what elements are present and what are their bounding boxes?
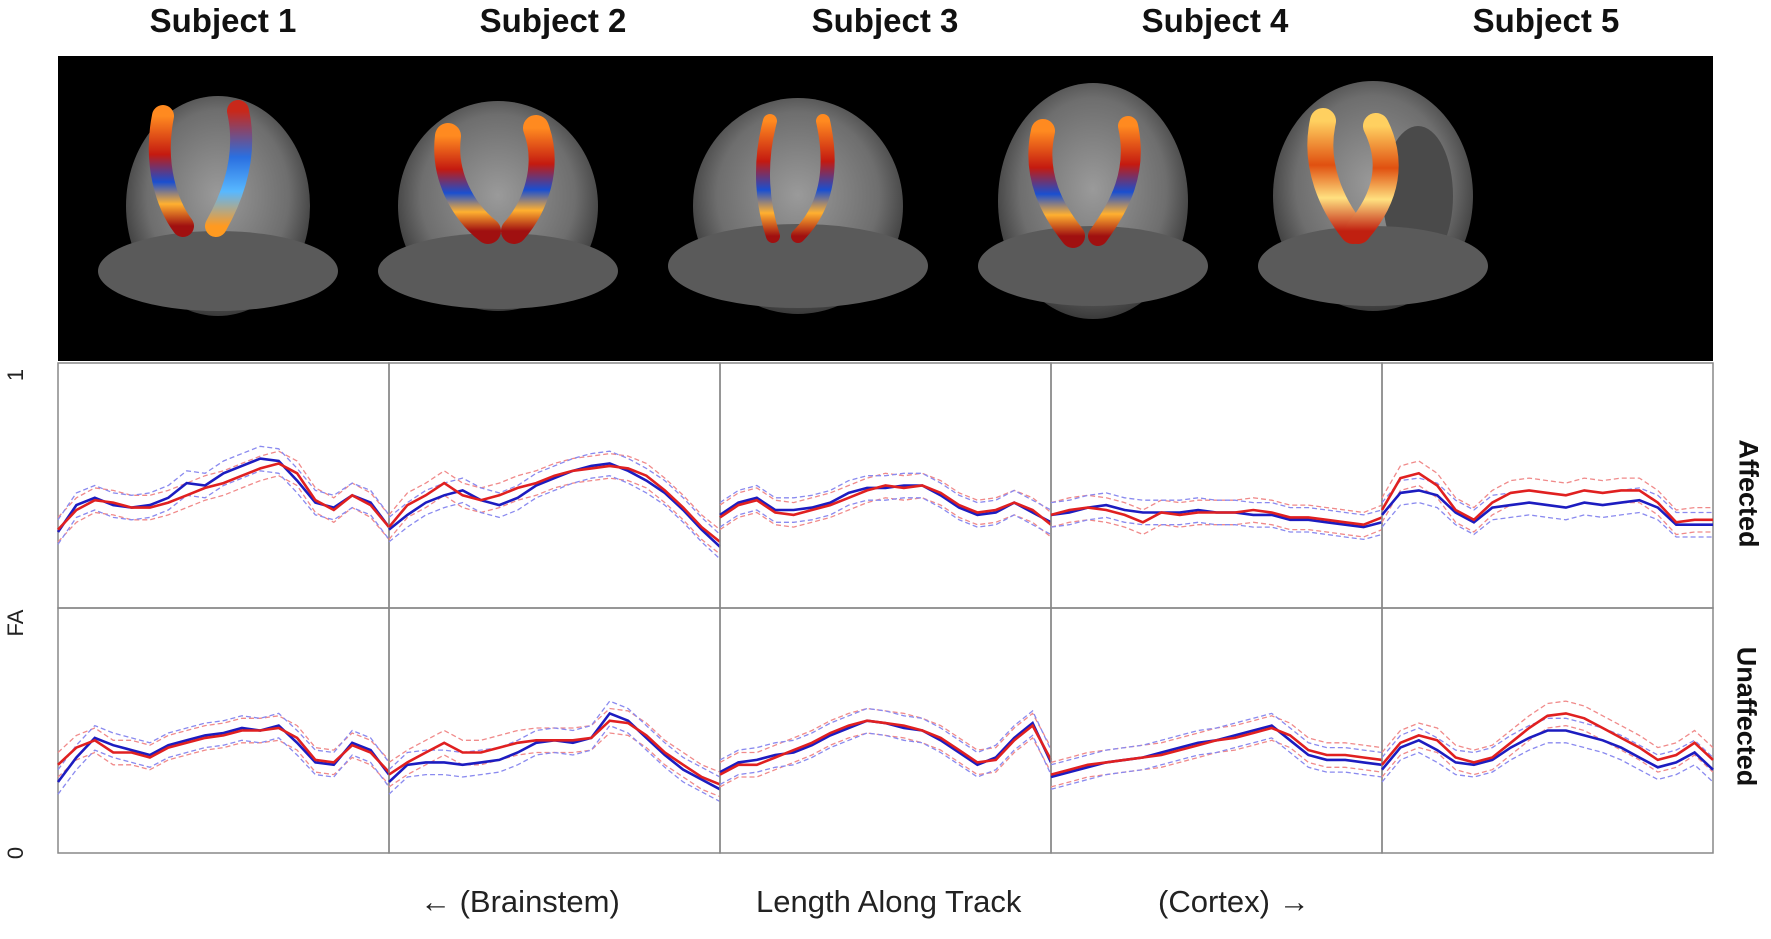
red-band-lower <box>388 732 721 798</box>
panel-border <box>1381 607 1714 854</box>
blue-band-upper <box>1381 477 1713 514</box>
blue-band-lower <box>1381 742 1714 783</box>
red-band-upper <box>1381 700 1714 753</box>
blue-band-upper <box>1050 492 1383 516</box>
panel-affected-1 <box>56 362 391 609</box>
subject-3-title: Subject 3 <box>811 2 959 39</box>
panel-border <box>57 607 390 854</box>
panel-affected-3 <box>719 362 1052 609</box>
blue-band-lower <box>388 724 721 803</box>
blue-series-line <box>388 462 721 548</box>
panel-border <box>388 607 721 854</box>
panel-border <box>1381 362 1714 609</box>
red-band-lower <box>719 497 1052 538</box>
x-axis-right-label: (Cortex) → <box>1158 884 1310 919</box>
red-band-upper <box>719 707 1052 763</box>
panel-unaffected-4 <box>1050 607 1383 854</box>
subject-1-title: Subject 1 <box>149 2 297 39</box>
blue-band-lower <box>57 737 390 795</box>
brain-2 <box>378 101 618 311</box>
red-band-lower <box>57 739 390 785</box>
x-axis-left-label: ← (Brainstem) <box>420 884 620 919</box>
y-max-label: 1 <box>3 368 28 382</box>
blue-series-line <box>56 724 391 783</box>
row-label-affected: Affected <box>1733 439 1764 548</box>
y-axis-label: FA <box>3 609 28 637</box>
blue-series-line <box>56 457 391 533</box>
red-band-lower <box>57 475 390 543</box>
blue-band-lower <box>57 470 390 545</box>
blue-band-upper <box>719 707 1052 761</box>
red-band-upper <box>1381 460 1713 511</box>
red-series-line <box>1380 471 1713 524</box>
blue-band-lower <box>1050 737 1383 790</box>
blue-series-line <box>1381 489 1713 526</box>
red-band-upper <box>1050 494 1383 514</box>
blue-band-upper <box>1050 712 1383 766</box>
y-min-label: 0 <box>3 846 28 860</box>
red-series-line <box>719 719 1053 776</box>
blue-band-upper <box>57 445 390 521</box>
panel-affected-2 <box>388 362 721 609</box>
red-series-line <box>57 462 390 531</box>
panel-border <box>1050 362 1383 609</box>
brain-1 <box>98 96 338 316</box>
brain-images <box>98 81 1488 319</box>
red-series-line <box>57 726 390 773</box>
subject-2-title: Subject 2 <box>479 2 627 39</box>
red-band-lower <box>1381 724 1714 778</box>
panel-unaffected-5 <box>1381 607 1714 854</box>
brain-3 <box>668 98 928 314</box>
red-series-line <box>1050 726 1383 776</box>
row-label-unaffected: Unaffected <box>1731 646 1762 787</box>
subject-5-title: Subject 5 <box>1472 2 1620 39</box>
blue-band-lower <box>1381 501 1713 538</box>
panel-unaffected-2 <box>388 607 721 854</box>
red-band-upper <box>388 452 721 531</box>
red-band-lower <box>719 732 1052 788</box>
blue-series-line <box>719 484 1052 524</box>
blue-band-upper <box>388 450 721 535</box>
blue-band-upper <box>719 472 1052 511</box>
panel-affected-5 <box>1380 362 1714 609</box>
blue-band-lower <box>719 732 1052 785</box>
panel-border <box>1050 607 1383 854</box>
red-series-line <box>1050 506 1383 527</box>
brain-5 <box>1258 81 1488 311</box>
red-series-line <box>388 464 721 543</box>
blue-band-upper <box>57 712 390 771</box>
panel-unaffected-3 <box>719 607 1053 854</box>
panel-affected-4 <box>1050 362 1383 609</box>
red-band-lower <box>1050 519 1383 538</box>
blue-series-line <box>388 711 721 791</box>
panel-unaffected-1 <box>56 607 391 854</box>
red-series-line <box>1381 712 1714 766</box>
subject-4-title: Subject 4 <box>1141 2 1289 39</box>
red-band-upper <box>57 715 390 761</box>
blue-band-lower <box>719 497 1052 536</box>
red-band-upper <box>719 472 1052 514</box>
red-band-lower <box>388 477 721 555</box>
brain-4 <box>978 83 1208 319</box>
blue-band-upper <box>388 700 721 778</box>
blue-band-lower <box>388 475 721 560</box>
brain-tractography-image-strip <box>58 56 1713 361</box>
red-series-line <box>719 484 1052 526</box>
blue-band-lower <box>1050 516 1383 541</box>
red-series-line <box>388 719 721 786</box>
red-band-upper <box>57 450 390 518</box>
panel-border <box>719 607 1052 854</box>
x-axis-center-label: Length Along Track <box>756 884 1022 919</box>
blue-series-line <box>1381 729 1714 771</box>
